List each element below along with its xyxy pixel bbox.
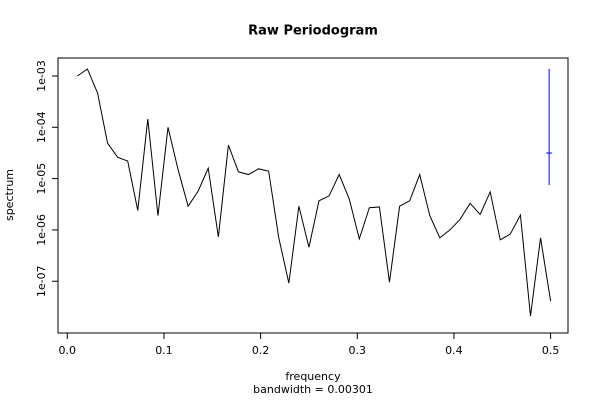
- spectrum-line: [77, 68, 552, 317]
- x-tick-label: 0.0: [59, 344, 77, 357]
- y-tick-label: 1e-05: [35, 163, 48, 195]
- y-tick-label: 1e-03: [35, 60, 48, 92]
- y-tick-label: 1e-06: [35, 214, 48, 246]
- y-tick-label: 1e-07: [35, 265, 48, 297]
- x-tick-label: 0.4: [445, 344, 463, 357]
- x-axis-label: frequency: [285, 370, 341, 383]
- x-tick-label: 0.5: [542, 344, 560, 357]
- x-tick-label: 0.1: [155, 344, 173, 357]
- x-tick-label: 0.3: [349, 344, 367, 357]
- subtitle: bandwidth = 0.00301: [253, 383, 373, 396]
- chart-title: Raw Periodogram: [248, 24, 378, 39]
- plot-box: [57, 57, 569, 334]
- x-tick-label: 0.2: [252, 344, 270, 357]
- y-axis-label: spectrum: [3, 169, 16, 221]
- y-tick-label: 1e-04: [35, 111, 48, 143]
